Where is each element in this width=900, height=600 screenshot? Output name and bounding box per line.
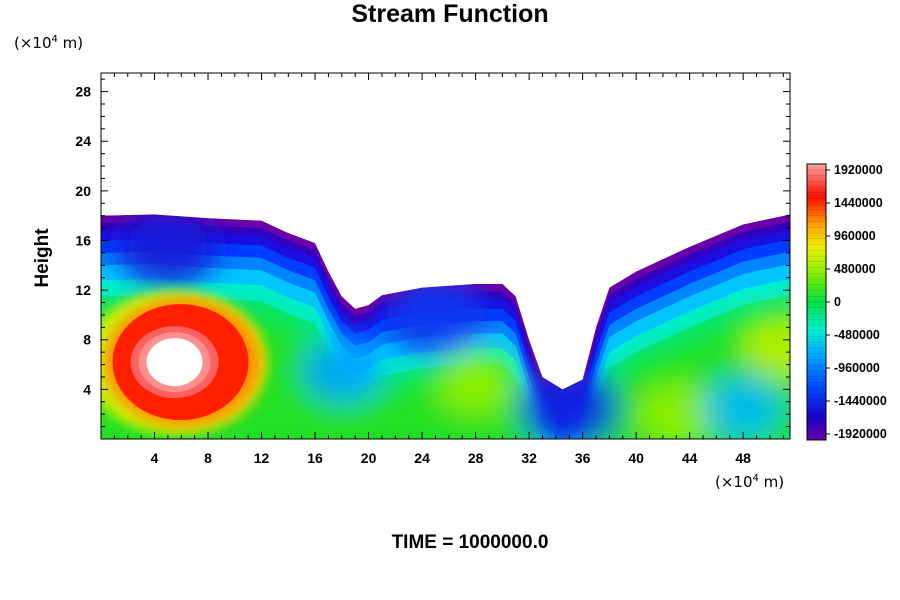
y-tick-label: 20 <box>75 183 91 199</box>
x-tick-label: 4 <box>151 450 159 466</box>
x-tick-label: 28 <box>468 450 484 466</box>
colorbar-label: -1920000 <box>834 427 887 441</box>
field-feature-7 <box>519 367 620 439</box>
x-tick-label: 12 <box>254 450 270 466</box>
colorbar-label: -480000 <box>834 328 880 342</box>
y-axis-unit: (×104 m) <box>14 34 84 52</box>
field-feature-6 <box>301 338 382 403</box>
y-tick-label: 28 <box>75 84 91 100</box>
x-tick-label: 36 <box>575 450 591 466</box>
x-tick-label: 40 <box>628 450 644 466</box>
field-feature-3 <box>435 351 516 416</box>
y-tick-label: 16 <box>75 232 91 248</box>
colorbar-label: 0 <box>834 295 841 309</box>
x-tick-label: 20 <box>361 450 377 466</box>
colorbar-label: -1440000 <box>834 394 887 408</box>
plot-frame <box>100 72 791 440</box>
colorbar-label: -960000 <box>834 361 880 375</box>
x-tick-label: 44 <box>682 450 698 466</box>
stream-function-field <box>101 73 790 439</box>
chart-title: Stream Function <box>351 0 549 28</box>
field-feature-9 <box>385 274 486 355</box>
x-tick-label: 8 <box>204 450 212 466</box>
colorbar-label: 480000 <box>834 262 876 276</box>
y-tick-label: 24 <box>75 133 91 149</box>
y-axis-label: Height <box>32 228 53 288</box>
colorbar-label: 1440000 <box>834 196 883 210</box>
field-feature-4 <box>636 382 717 439</box>
x-tick-label: 32 <box>521 450 537 466</box>
y-tick-label: 12 <box>75 282 91 298</box>
y-tick-label: 4 <box>83 381 91 397</box>
empty-region <box>101 73 790 390</box>
colorbar-label: 960000 <box>834 229 876 243</box>
x-tick-label: 24 <box>414 450 430 466</box>
colorbar-gradient <box>807 164 826 440</box>
y-tick-label: 8 <box>83 332 91 348</box>
time-label: TIME = 1000000.0 <box>391 532 549 553</box>
x-axis-unit: (×104 m) <box>715 473 785 491</box>
x-tick-label: 16 <box>307 450 323 466</box>
field-feature-2 <box>743 313 790 378</box>
colorbar-label: 1920000 <box>834 163 883 177</box>
field-feature-8 <box>117 206 218 287</box>
hot-spot <box>101 290 267 435</box>
field-feature-5 <box>703 375 784 439</box>
colorbar: 1920000 1440000 960000 480000 0 -480000 -96000… <box>806 163 887 441</box>
x-tick-label: 48 <box>735 450 751 466</box>
hot-core <box>146 338 203 387</box>
